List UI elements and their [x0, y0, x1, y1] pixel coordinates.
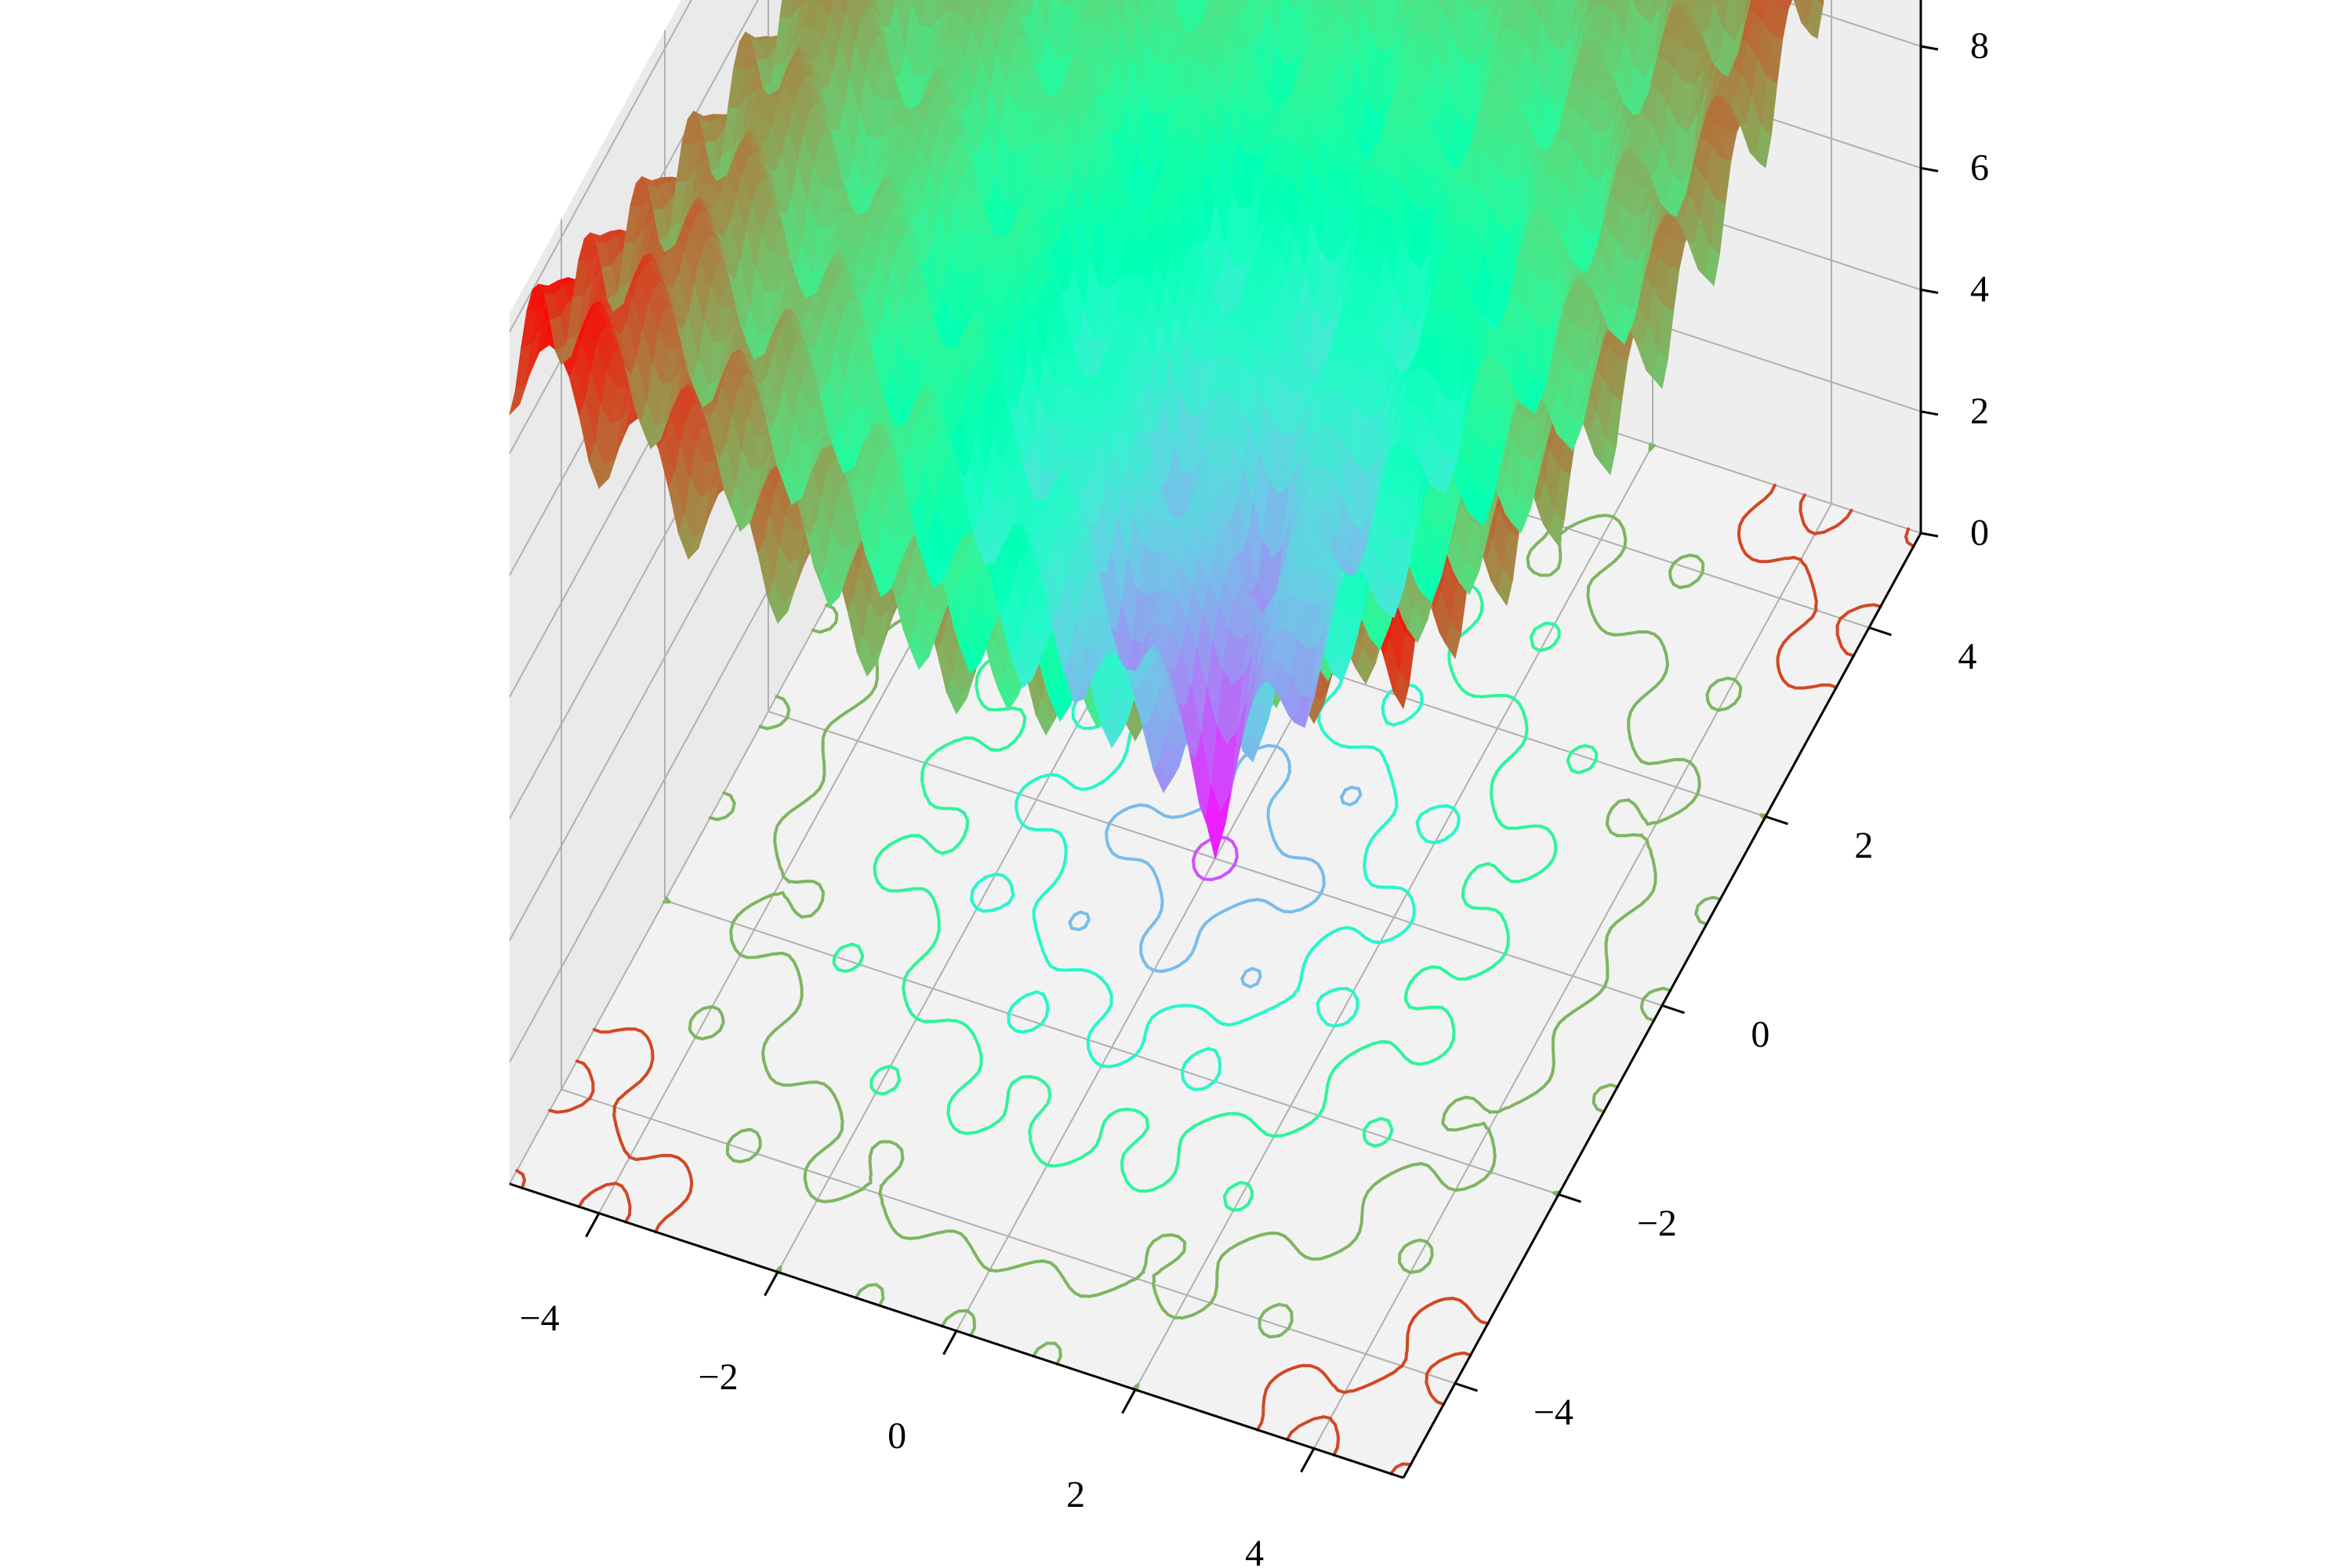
- gridline-y-floor: [664, 899, 1559, 1196]
- surface-mesh: [509, 0, 1824, 859]
- floor-contours: [515, 241, 1915, 1475]
- gridline-y-floor: [561, 1088, 1456, 1385]
- gridline-z-left: [509, 0, 692, 332]
- contour-line: [1192, 836, 1239, 881]
